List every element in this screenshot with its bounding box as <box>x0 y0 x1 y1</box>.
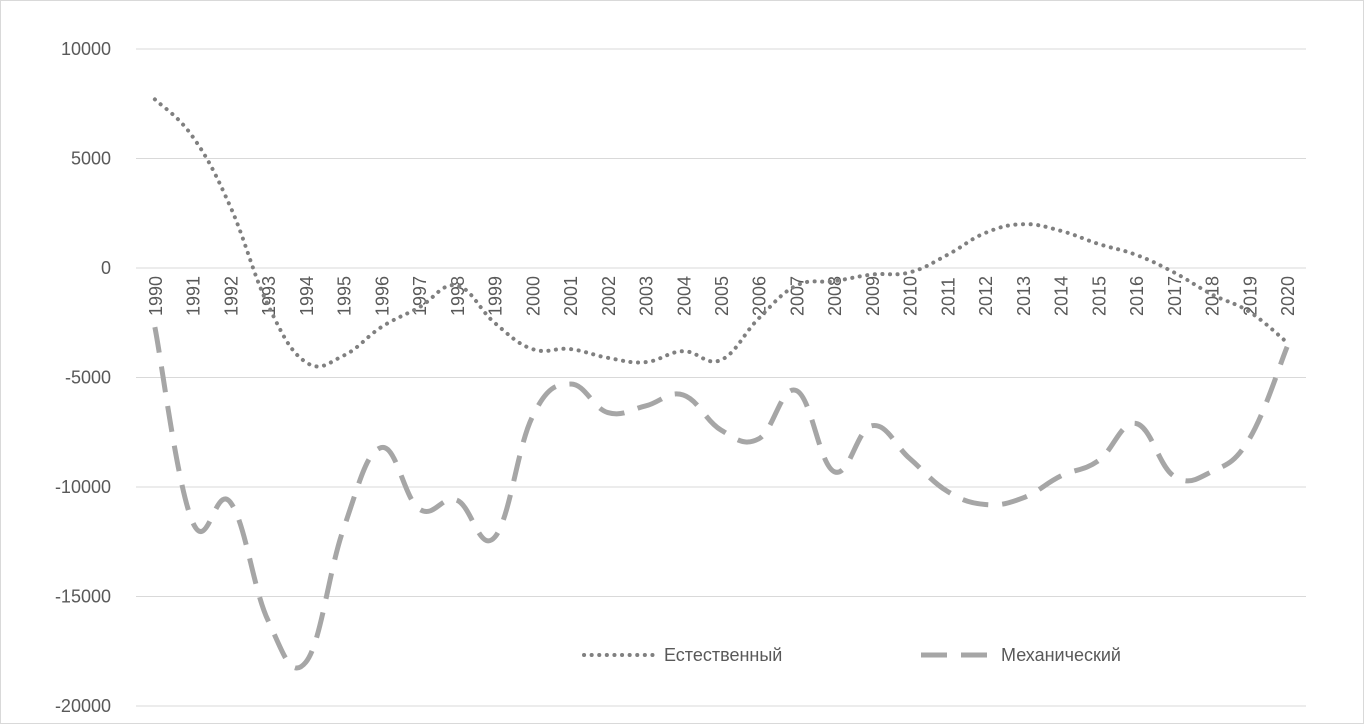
y-tick-label: -5000 <box>65 368 111 388</box>
x-tick-label: 2010 <box>901 276 921 316</box>
y-tick-label: -10000 <box>55 477 111 497</box>
x-tick-label: 2008 <box>825 276 845 316</box>
x-tick-label: 2001 <box>561 276 581 316</box>
y-tick-label: 5000 <box>71 149 111 169</box>
x-tick-label: 1998 <box>448 276 468 316</box>
x-tick-label: 2000 <box>523 276 543 316</box>
x-tick-label: 2012 <box>976 276 996 316</box>
x-tick-label: 1997 <box>410 276 430 316</box>
x-tick-label: 1996 <box>372 276 392 316</box>
x-tick-label: 1992 <box>221 276 241 316</box>
x-tick-label: 2009 <box>863 276 883 316</box>
y-axis-tick-labels: 10000 5000 0 -5000 -10000 -15000 -20000 <box>55 39 111 716</box>
gridlines <box>136 48 1306 707</box>
y-tick-label: 10000 <box>61 39 111 59</box>
legend-label: Механический <box>1001 645 1121 665</box>
x-tick-label: 2005 <box>712 276 732 316</box>
x-tick-label: 1990 <box>146 276 166 316</box>
x-axis-tick-labels: 1990 1991 1992 1993 1994 1995 1996 1997 1998 1999… <box>146 276 1298 316</box>
x-tick-label: 1993 <box>259 276 279 316</box>
series-line-1 <box>152 326 1290 671</box>
x-tick-label: 1991 <box>184 276 204 316</box>
x-tick-label: 2002 <box>599 276 619 316</box>
x-tick-label: 2016 <box>1127 276 1147 316</box>
series-lines <box>152 97 1290 671</box>
x-tick-label: 2004 <box>674 276 694 316</box>
y-tick-label: 0 <box>101 258 111 278</box>
x-tick-label: 1994 <box>297 276 317 316</box>
legend: Естественный Механический <box>582 645 1121 665</box>
x-tick-label: 2006 <box>750 276 770 316</box>
y-tick-label: -15000 <box>55 587 111 607</box>
x-tick-label: 2003 <box>637 276 657 316</box>
series-line-0 <box>152 97 1290 369</box>
x-tick-label: 2017 <box>1165 276 1185 316</box>
x-tick-label: 2019 <box>1240 276 1260 316</box>
x-tick-label: 2015 <box>1089 276 1109 316</box>
legend-label: Естественный <box>664 645 782 665</box>
y-tick-label: -20000 <box>55 696 111 716</box>
x-tick-label: 2011 <box>938 277 958 316</box>
x-tick-label: 2014 <box>1052 276 1072 316</box>
x-tick-label: 2013 <box>1014 276 1034 316</box>
x-tick-label: 1995 <box>335 276 355 316</box>
x-tick-label: 2020 <box>1278 276 1298 316</box>
x-tick-label: 1999 <box>486 276 506 316</box>
x-tick-label: 2007 <box>787 276 807 316</box>
